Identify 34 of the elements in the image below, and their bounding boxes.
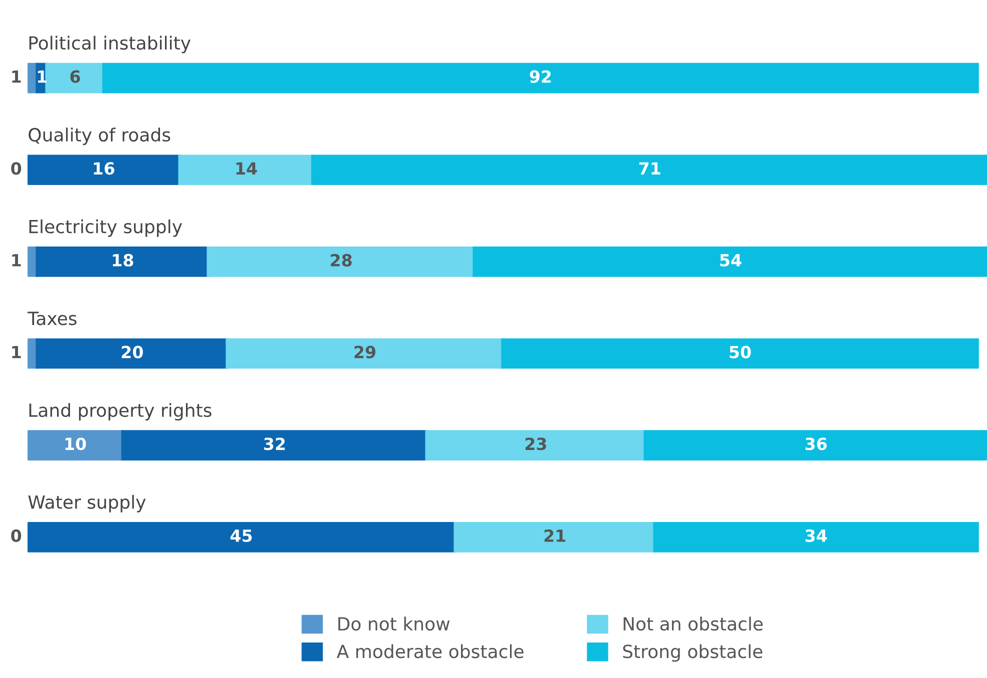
data-label: 45 <box>230 530 252 542</box>
data-label: 50 <box>730 346 751 358</box>
legend-label: Strong obstacle <box>623 644 762 662</box>
data-label: 36 <box>806 438 827 450</box>
y-tick-label: Land property rights <box>29 403 212 421</box>
data-label: 29 <box>354 346 376 358</box>
data-label: 16 <box>94 162 114 175</box>
data-label: 92 <box>530 70 551 83</box>
y-tick-label: Political instability <box>29 36 191 54</box>
data-label: 1 <box>12 254 21 266</box>
data-label: 0 <box>11 162 22 175</box>
data-label: 20 <box>122 346 143 358</box>
data-label: 10 <box>65 438 86 450</box>
data-label: 21 <box>544 529 566 542</box>
data-label: 14 <box>236 162 257 174</box>
data-label: 71 <box>639 162 660 174</box>
y-tick-label: Quality of roads <box>28 128 170 146</box>
y-tick-label: Taxes <box>28 312 77 326</box>
data-label: 0 <box>11 529 22 542</box>
legend-label: Do not know <box>338 616 450 631</box>
data-label: 6 <box>70 70 80 83</box>
legend-label: A moderate obstacle <box>336 644 524 658</box>
data-label: 18 <box>112 254 134 267</box>
data-label: 54 <box>720 254 742 267</box>
data-label: 1 <box>38 70 47 83</box>
data-label: 23 <box>526 438 546 450</box>
data-label: 1 <box>12 70 21 83</box>
y-tick-label: Water supply <box>28 494 146 512</box>
data-label: 32 <box>264 438 285 450</box>
data-label: 1 <box>12 346 21 358</box>
legend-label: Not an obstacle <box>624 616 763 631</box>
data-label: 34 <box>806 529 827 542</box>
y-tick-label: Electricity supply <box>29 219 182 237</box>
data-label: 28 <box>330 254 352 267</box>
